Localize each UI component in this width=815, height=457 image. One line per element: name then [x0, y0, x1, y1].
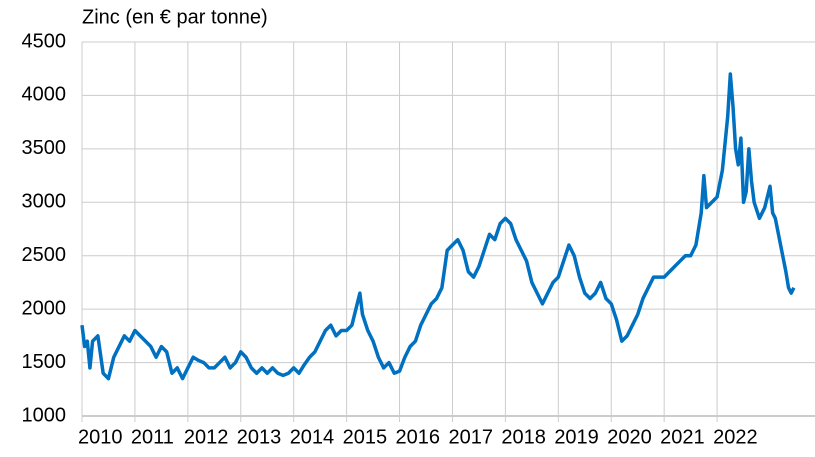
x-tick-label: 2021: [660, 426, 705, 448]
y-tick-label: 4000: [22, 84, 67, 106]
x-tick-label: 2012: [184, 426, 229, 448]
y-tick-label: 2000: [22, 297, 67, 319]
x-tick-label: 2013: [237, 426, 282, 448]
x-tick-label: 2014: [290, 426, 335, 448]
y-tick-label: 1500: [22, 351, 67, 373]
x-tick-label: 2015: [343, 426, 388, 448]
y-tick-label: 3500: [22, 137, 67, 159]
x-tick-label: 2017: [448, 426, 493, 448]
x-tick-label: 2011: [131, 426, 174, 448]
x-tick-label: 2019: [554, 426, 599, 448]
x-tick-label: 2018: [501, 426, 546, 448]
x-tick-label: 2020: [607, 426, 652, 448]
y-tick-label: 3000: [22, 191, 67, 213]
chart-title: Zinc (en € par tonne): [82, 6, 268, 28]
y-tick-label: 1000: [22, 404, 67, 426]
x-tick-label: 2010: [78, 426, 123, 448]
x-tick-label: 2016: [396, 426, 441, 448]
y-tick-label: 4500: [22, 30, 67, 52]
y-tick-label: 2500: [22, 244, 67, 266]
line-series: [80, 72, 796, 381]
x-tick-label: 2022: [713, 426, 758, 448]
